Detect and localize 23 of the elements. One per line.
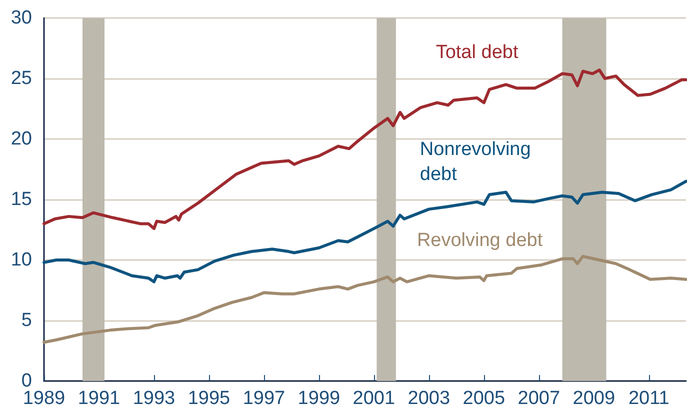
line-series bbox=[42, 254, 687, 344]
x-tick-label: 1995 bbox=[188, 388, 230, 409]
y-tick-label: 10 bbox=[10, 250, 32, 270]
y-tick-label: 20 bbox=[10, 128, 32, 150]
y-tick-label: 5 bbox=[21, 310, 32, 331]
x-tick-label: 1999 bbox=[298, 388, 340, 409]
x-tick-label: 1997 bbox=[242, 388, 286, 409]
x-tick-label: 2011 bbox=[628, 388, 670, 409]
x-tick-label: 1993 bbox=[132, 388, 176, 409]
x-tick-label: 2005 bbox=[462, 388, 506, 409]
x-tick-label: 2009 bbox=[572, 388, 616, 409]
x-tick-label: 2007 bbox=[518, 388, 560, 409]
series-label: Nonrevolving debt bbox=[420, 139, 536, 186]
x-tick-label: 2001 bbox=[352, 388, 396, 409]
line-series bbox=[42, 68, 687, 230]
x-tick-label: 1991 bbox=[78, 388, 120, 409]
x-tick-label: 2003 bbox=[408, 388, 450, 409]
series-label: Revolving debt bbox=[416, 230, 544, 251]
line-series bbox=[42, 180, 687, 284]
y-tick-label: 15 bbox=[10, 189, 32, 210]
series-label: Total debt bbox=[436, 42, 519, 63]
y-tick-label: 25 bbox=[10, 68, 32, 89]
y-tick-label: 30 bbox=[10, 8, 32, 28]
